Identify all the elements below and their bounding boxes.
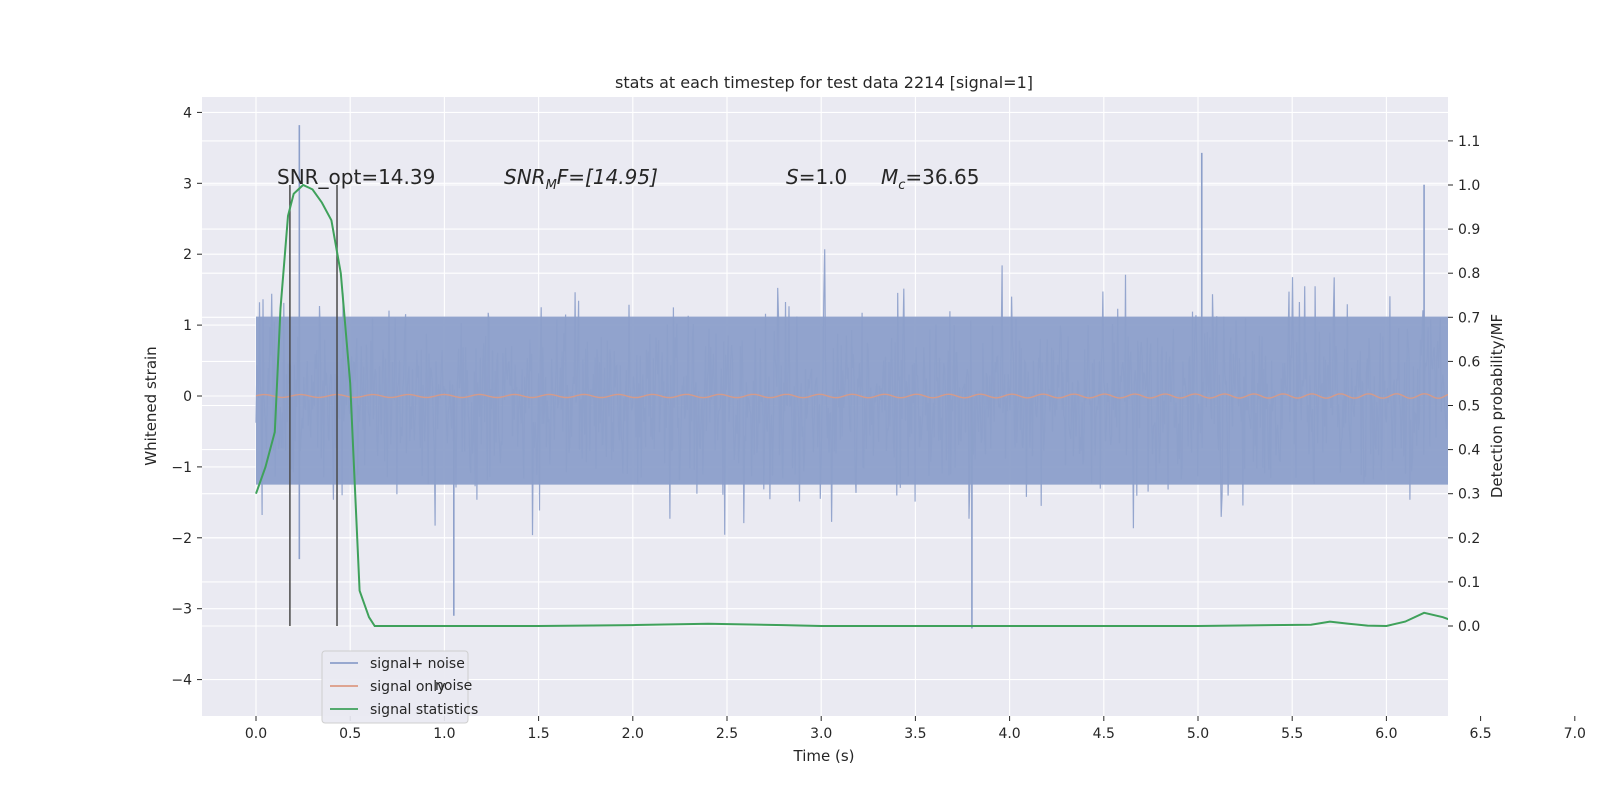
annotation-snr-mf: SNRMF=[14.95] bbox=[504, 165, 658, 193]
y-right-tick-label: 0.8 bbox=[1458, 266, 1480, 282]
legend-label-stats: signal statistics bbox=[370, 702, 478, 718]
y-left-tick-label: 2 bbox=[183, 247, 192, 263]
x-tick-label: 1.0 bbox=[433, 726, 455, 742]
signal-plus-noise-series bbox=[255, 125, 1448, 629]
y-left-tick-label: −3 bbox=[171, 602, 192, 618]
y-right-tick-label: 0.2 bbox=[1458, 531, 1480, 547]
y-axis-left-ticks: 4 3 2 1 0 −1 −2 −3 −4 bbox=[171, 105, 202, 689]
y-left-tick-label: −2 bbox=[171, 531, 192, 547]
legend-label-noise: signal+ noise bbox=[370, 656, 465, 672]
y-right-tick-label: 1.1 bbox=[1458, 134, 1480, 150]
x-tick-label: 6.5 bbox=[1469, 726, 1491, 742]
y-right-tick-label: 0.7 bbox=[1458, 310, 1480, 326]
x-tick-label: 6.0 bbox=[1375, 726, 1397, 742]
signal-only-series bbox=[255, 393, 1448, 399]
y-left-tick-label: 0 bbox=[183, 389, 192, 405]
y-axis-right-ticks: 1.1 1.0 0.9 0.8 0.7 0.6 0.5 0.4 0.3 0.2 0.1 0.0 bbox=[1448, 134, 1480, 635]
x-tick-label: 4.0 bbox=[998, 726, 1020, 742]
x-tick-label: 4.5 bbox=[1093, 726, 1115, 742]
x-tick-label: 5.0 bbox=[1187, 726, 1209, 742]
annotation-snr-opt: SNR_opt=14.39 bbox=[277, 165, 435, 189]
x-tick-label: 3.0 bbox=[810, 726, 832, 742]
y-right-tick-label: 0.0 bbox=[1458, 619, 1480, 635]
x-tick-label: 5.5 bbox=[1281, 726, 1303, 742]
stats-trace bbox=[255, 183, 1448, 628]
x-tick-label: 2.0 bbox=[622, 726, 644, 742]
y-left-tick-label: −4 bbox=[171, 673, 192, 689]
y-axis-left-label: Whitened strain bbox=[142, 346, 160, 465]
y-right-tick-label: 0.9 bbox=[1458, 222, 1480, 238]
y-right-tick-label: 0.6 bbox=[1458, 354, 1480, 370]
x-tick-label: 2.5 bbox=[716, 726, 738, 742]
x-tick-label: 3.5 bbox=[904, 726, 926, 742]
x-axis-label: Time (s) bbox=[793, 747, 855, 765]
y-right-tick-label: 0.1 bbox=[1458, 575, 1480, 591]
x-tick-label: 0.0 bbox=[245, 726, 267, 742]
y-left-tick-label: −1 bbox=[171, 460, 192, 476]
y-left-tick-label: 4 bbox=[183, 105, 192, 121]
x-axis-ticks: 0.0 0.5 1.0 1.5 2.0 2.5 3.0 3.5 4.0 4.5 5.0 5.5 6.0 6… bbox=[245, 716, 1586, 742]
chart-title: stats at each timestep for test data 221… bbox=[615, 73, 1033, 92]
y-left-tick-label: 1 bbox=[183, 318, 192, 334]
y-right-tick-label: 0.3 bbox=[1458, 487, 1480, 503]
y-axis-right-label: Detection probability/MF bbox=[1488, 314, 1506, 498]
y-left-tick-label: 3 bbox=[183, 176, 192, 192]
annotation-mc: Mc=36.65 bbox=[881, 165, 979, 193]
annotation-s: S=1.0 bbox=[786, 165, 847, 189]
legend-ghost-text: noise bbox=[435, 678, 472, 694]
legend: noise signal+ noise signal only signal s… bbox=[321, 650, 478, 724]
noise-core-band bbox=[256, 316, 1448, 485]
y-right-tick-label: 0.5 bbox=[1458, 399, 1480, 415]
x-tick-label: 1.5 bbox=[527, 726, 549, 742]
vertical-markers bbox=[289, 185, 338, 626]
y-right-tick-label: 0.4 bbox=[1458, 443, 1480, 459]
x-tick-label: 7.0 bbox=[1564, 726, 1586, 742]
legend-label-signal: signal only bbox=[370, 679, 445, 695]
x-tick-label: 0.5 bbox=[339, 726, 361, 742]
signal-statistics-series bbox=[255, 183, 1448, 628]
legend-box bbox=[321, 650, 469, 724]
signal-trace bbox=[255, 393, 1448, 399]
y-right-tick-label: 1.0 bbox=[1458, 178, 1480, 194]
